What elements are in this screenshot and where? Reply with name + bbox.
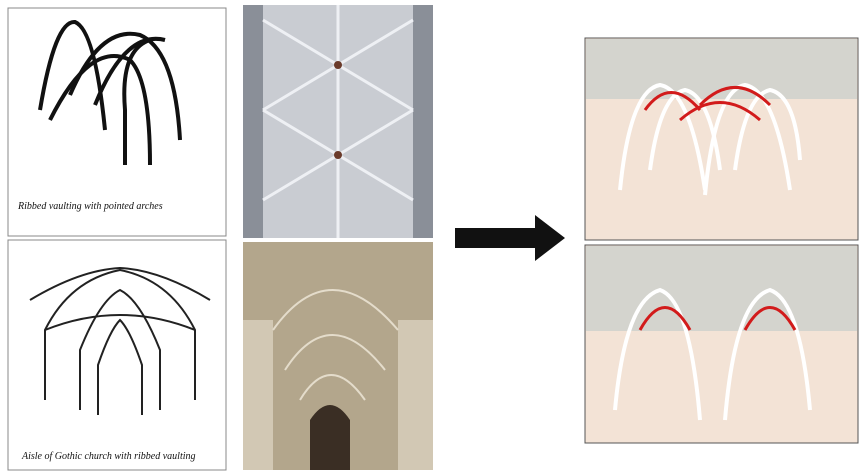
render-bottom bbox=[584, 244, 859, 444]
photo-aisle bbox=[243, 242, 433, 470]
sketch-gothic-aisle: Aisle of Gothic church with ribbed vault… bbox=[7, 239, 227, 471]
caption: Ribbed vaulting with pointed arches bbox=[17, 201, 163, 212]
caption: Aisle of Gothic church with ribbed vault… bbox=[21, 451, 196, 462]
render-top bbox=[584, 37, 859, 241]
photo-ceiling bbox=[243, 5, 433, 238]
sketch-ribbed-vault: Ribbed vaulting with pointed arches bbox=[7, 7, 227, 237]
arrow bbox=[455, 215, 565, 261]
